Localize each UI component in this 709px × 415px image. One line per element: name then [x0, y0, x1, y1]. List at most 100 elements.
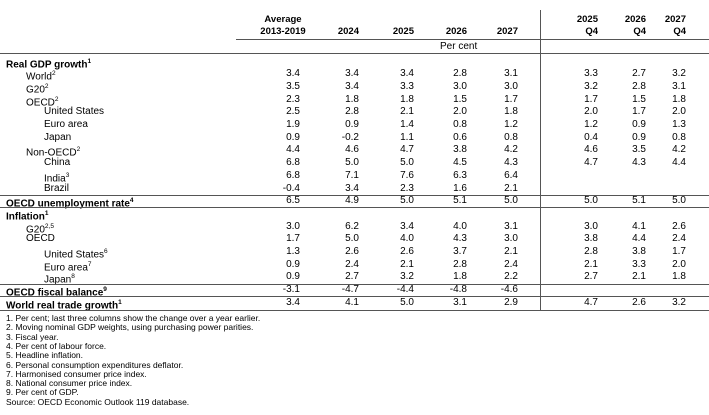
row-label: OECD2 — [26, 94, 59, 109]
value-cell: 1.7 — [286, 233, 300, 245]
value-cell: 2.1 — [504, 246, 518, 257]
value-cell: -3.1 — [282, 284, 300, 296]
label-text: OECD unemployment rate — [6, 198, 130, 210]
footnote-ref: 2 — [44, 82, 49, 90]
label-text: China — [44, 157, 71, 169]
value-cell: 2.6 — [632, 296, 646, 308]
column-header: 2025 — [392, 26, 414, 37]
value-cell: 1.1 — [400, 131, 414, 143]
row-label: Euro area — [44, 119, 88, 131]
value-cell: 4.4 — [286, 144, 300, 156]
value-cell: 5.0 — [345, 233, 359, 245]
value-cell: 4.7 — [584, 296, 598, 308]
value-cell: 5.0 — [400, 157, 414, 169]
value-cell: 1.3 — [672, 119, 686, 130]
value-cell: 2.0 — [672, 258, 686, 270]
value-cell: 2.3 — [400, 182, 414, 194]
value-cell: 4.3 — [504, 157, 518, 169]
value-cell: 1.7 — [632, 106, 646, 118]
value-cell: 3.0 — [286, 220, 300, 232]
value-cell: 4.3 — [453, 233, 467, 245]
footnote: 8. National consumer price index. — [6, 378, 133, 389]
value-cell: 2.1 — [400, 258, 414, 270]
value-cell: 2.3 — [286, 93, 300, 105]
label-text: Japan — [44, 274, 72, 286]
label-text: OECD — [26, 96, 55, 108]
row-label: OECD unemployment rate4 — [6, 195, 134, 210]
value-cell: 3.2 — [672, 68, 686, 80]
value-cell: 2.1 — [584, 258, 598, 270]
value-cell: 5.0 — [584, 195, 598, 207]
value-cell: 1.8 — [672, 93, 686, 105]
value-cell: -0.2 — [341, 131, 359, 143]
column-header: Q4 — [585, 26, 598, 37]
value-cell: 5.0 — [504, 195, 518, 207]
value-cell: 4.1 — [632, 220, 646, 232]
column-header: 2025 — [576, 14, 598, 25]
value-cell: 6.4 — [504, 169, 518, 181]
value-cell: 0.9 — [286, 131, 300, 143]
label-text: World — [26, 71, 52, 83]
value-cell: 3.0 — [584, 220, 598, 232]
footnote: 4. Per cent of labour force. — [6, 340, 107, 351]
value-cell: 2.0 — [453, 106, 467, 118]
row-label: OECD — [26, 233, 55, 245]
value-cell: 1.8 — [672, 271, 686, 283]
label-text: Euro area — [44, 262, 88, 274]
rule — [0, 310, 709, 311]
value-cell: 4.4 — [632, 233, 646, 245]
value-cell: 1.4 — [400, 119, 414, 130]
value-cell: 3.3 — [400, 80, 414, 92]
label-text: G20 — [26, 223, 45, 235]
value-cell: -4.4 — [396, 284, 414, 296]
value-cell: 1.6 — [453, 182, 467, 194]
label-text: Japan — [44, 131, 72, 143]
value-cell: 2.4 — [345, 258, 359, 270]
column-header: 2026 — [445, 26, 467, 37]
label-text: G20 — [26, 84, 45, 96]
row-label: Real GDP growth1 — [6, 56, 91, 71]
rule — [0, 283, 709, 285]
value-cell: 4.6 — [584, 144, 598, 156]
footnote-ref: 2 — [76, 146, 81, 154]
value-cell: 3.5 — [286, 80, 300, 92]
rule — [0, 53, 709, 54]
value-cell: 3.0 — [504, 233, 518, 245]
value-cell: 3.4 — [345, 182, 359, 194]
value-cell: 3.4 — [400, 68, 414, 80]
value-cell: -4.7 — [341, 284, 359, 296]
footnote-ref: 6 — [104, 248, 108, 255]
value-cell: 0.9 — [286, 258, 300, 270]
value-cell: 4.7 — [584, 157, 598, 169]
value-cell: 5.0 — [345, 157, 359, 169]
row-label: India3 — [44, 170, 69, 185]
value-cell: 2.1 — [400, 106, 414, 118]
column-header: 2024 — [337, 26, 359, 37]
row-label: China — [44, 157, 70, 169]
footnote-ref: 1 — [118, 298, 122, 306]
value-cell: 1.8 — [345, 93, 359, 105]
value-cell: 2.0 — [672, 106, 686, 118]
footnote: 3. Fiscal year. — [6, 331, 59, 342]
value-cell: 5.1 — [632, 195, 646, 207]
value-cell: 3.3 — [584, 68, 598, 80]
value-cell: 3.8 — [584, 233, 598, 245]
footnote-ref: 4 — [129, 197, 134, 205]
row-label: World real trade growth1 — [6, 297, 122, 312]
value-cell: 0.4 — [584, 131, 598, 143]
value-cell: 4.1 — [345, 296, 359, 308]
value-cell: 5.0 — [400, 195, 414, 207]
value-cell: 2.8 — [345, 106, 359, 118]
row-label: United States6 — [44, 246, 108, 261]
value-cell: 0.6 — [453, 131, 467, 143]
row-label: Inflation1 — [6, 208, 49, 223]
value-cell: 3.8 — [453, 144, 467, 156]
value-cell: 3.8 — [632, 246, 646, 257]
value-cell: 4.5 — [453, 157, 467, 169]
row-label: G202 — [26, 81, 49, 96]
value-cell: 1.8 — [453, 271, 467, 283]
value-cell: 2.5 — [286, 106, 300, 118]
value-cell: 3.1 — [504, 68, 518, 80]
value-cell: 4.3 — [632, 157, 646, 169]
value-cell: 2.4 — [672, 233, 686, 245]
